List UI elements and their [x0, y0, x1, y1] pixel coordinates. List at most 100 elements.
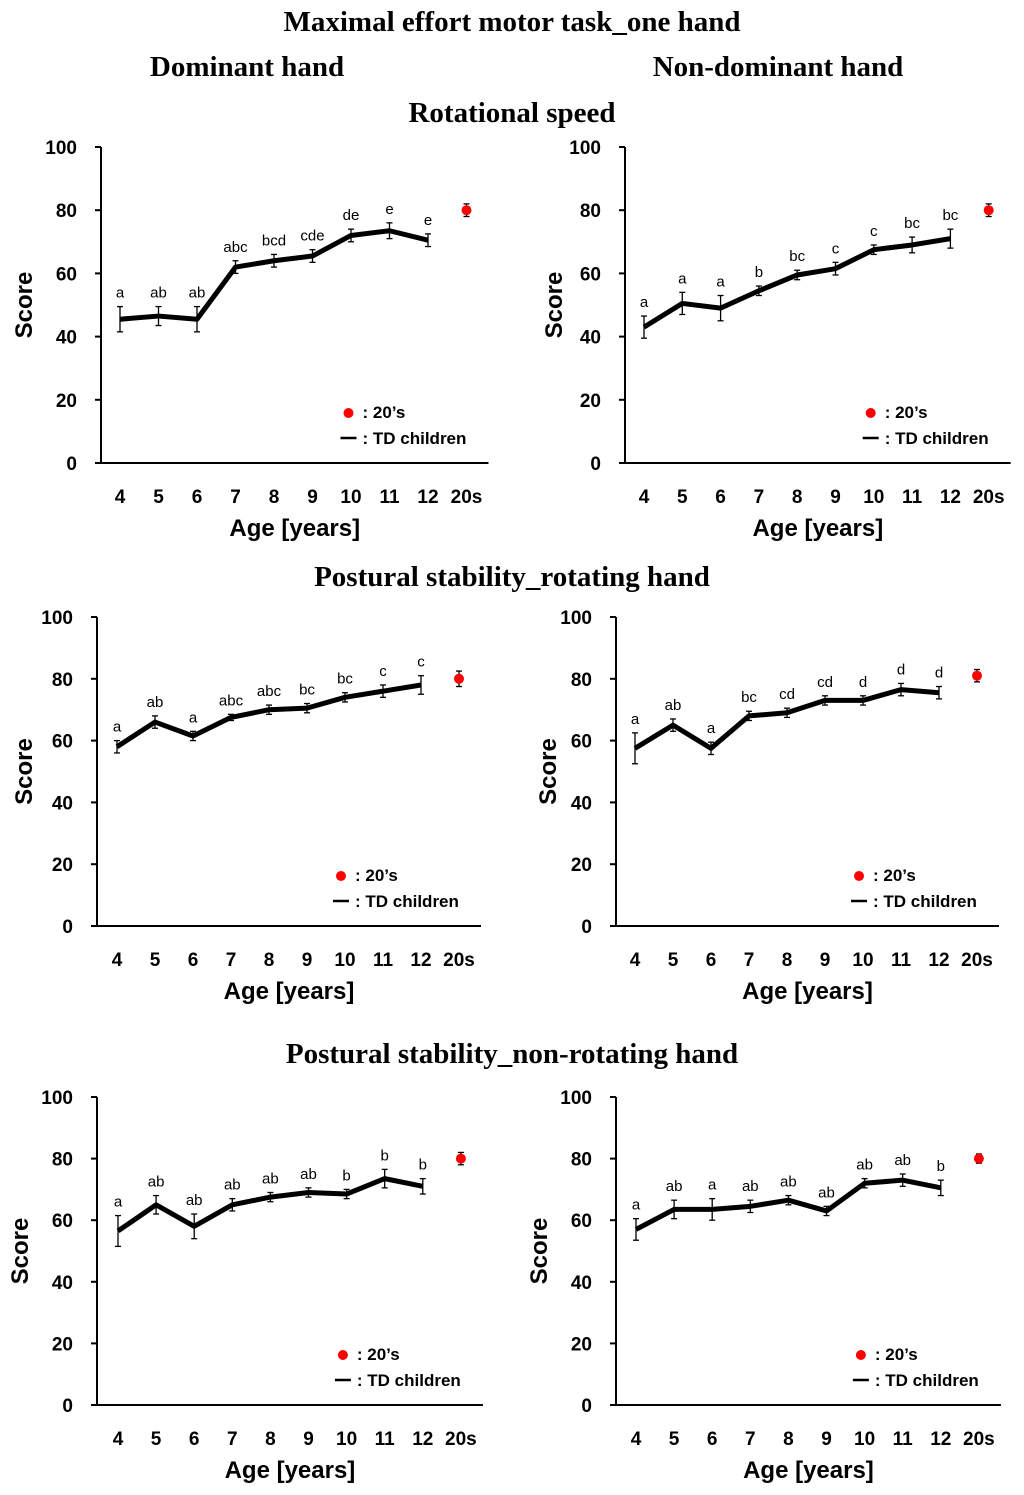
- y-tick-label: 80: [580, 201, 601, 222]
- y-tick-label: 60: [571, 732, 592, 753]
- y-tick-label: 0: [62, 1396, 73, 1417]
- significance-letter: cd: [779, 686, 795, 703]
- x-tick-label: 12: [410, 950, 431, 971]
- significance-letter: c: [379, 663, 387, 680]
- x-tick-label: 12: [940, 487, 961, 508]
- significance-letter: bc: [337, 671, 353, 688]
- x-axis-label: Age [years]: [224, 978, 355, 1005]
- x-tick-label: 20s: [445, 1429, 477, 1450]
- significance-letter: d: [859, 674, 867, 691]
- y-tick-label: 0: [590, 454, 601, 475]
- significance-letter: bc: [299, 682, 315, 699]
- y-tick-label: 60: [571, 1211, 592, 1232]
- x-tick-label: 9: [820, 950, 831, 971]
- chart-rot-dom: 0 20 40 60 80 100 4 5 6 7 8 9 10 11 12 20s Age [years] Sc…: [11, 138, 489, 542]
- significance-letter: ab: [147, 694, 164, 711]
- x-tick-label: 9: [302, 950, 313, 971]
- x-tick-label: 6: [707, 1429, 718, 1450]
- x-tick-label: 20s: [963, 1429, 995, 1450]
- y-tick-label: 40: [52, 1273, 73, 1294]
- error-bar: [155, 305, 162, 327]
- legend-label-20s: : 20’s: [355, 866, 398, 885]
- error-bar: [380, 684, 386, 698]
- y-tick-label: 20: [52, 855, 73, 876]
- x-tick-label: 10: [340, 487, 361, 508]
- x-tick-label: 20s: [961, 950, 993, 971]
- significance-letter: abc: [257, 683, 282, 700]
- error-bar: [309, 249, 316, 263]
- y-tick-label: 0: [581, 917, 592, 938]
- legend-label-20s: : 20’s: [885, 403, 928, 422]
- x-tick-label: 4: [112, 950, 123, 971]
- error-bar: [342, 692, 348, 703]
- error-bar: [898, 682, 904, 697]
- error-bar: [190, 730, 196, 742]
- y-tick-label: 80: [571, 670, 592, 691]
- significance-letter: bc: [741, 689, 757, 706]
- x-tick-label: 11: [893, 1429, 914, 1450]
- significance-letter: b: [937, 1158, 945, 1175]
- x-tick-label: 8: [269, 487, 280, 508]
- legend-label-td-children: : TD children: [357, 1371, 461, 1390]
- significance-letter: de: [343, 207, 360, 224]
- error-bar: [641, 315, 647, 339]
- error-bar: [381, 1168, 388, 1189]
- x-tick-label: 6: [706, 950, 717, 971]
- error-bar: [229, 1197, 236, 1212]
- significance-letter: a: [640, 294, 649, 311]
- significance-letter: ab: [742, 1178, 759, 1195]
- legend-label-20s: : 20’s: [875, 1345, 918, 1364]
- legend-marker-20s: [855, 1350, 866, 1360]
- legend-marker-20s: [854, 871, 864, 881]
- y-tick-label: 20: [56, 391, 77, 412]
- x-tick-label: 4: [113, 1429, 124, 1450]
- figure-title: Maximal effort motor task_one hand: [284, 6, 741, 38]
- y-tick-label: 60: [56, 264, 77, 285]
- x-tick-label: 5: [151, 1429, 162, 1450]
- error-bar: [823, 1205, 830, 1217]
- significance-letter: b: [381, 1147, 389, 1164]
- legend-label-20s: : 20’s: [357, 1345, 400, 1364]
- error-bar: [909, 236, 916, 254]
- error-bar: [784, 707, 790, 719]
- x-tick-label: 6: [715, 487, 726, 508]
- y-tick-label: 100: [41, 1088, 73, 1109]
- significance-letter: ab: [189, 285, 206, 302]
- x-tick-label: 4: [639, 487, 650, 508]
- y-tick-label: 100: [560, 608, 592, 629]
- y-axis-label: Score: [541, 272, 568, 339]
- y-tick-label: 0: [581, 1396, 592, 1417]
- x-tick-label: 11: [891, 950, 912, 971]
- x-tick-label: 7: [745, 1429, 756, 1450]
- y-tick-label: 80: [571, 1150, 592, 1171]
- legend-marker-20s: [337, 1350, 348, 1360]
- error-bar: [117, 305, 123, 333]
- adult-point-20s: [973, 1153, 984, 1164]
- x-axis-label: Age [years]: [225, 1457, 356, 1484]
- chart-pn-nondom: 0 20 40 60 80 100 4 5 6 7 8 9 10 11 12 20s Age [years] Sc…: [526, 1088, 1001, 1484]
- y-tick-label: 40: [52, 793, 73, 814]
- adult-point-20s: [972, 670, 982, 681]
- x-axis-label: Age [years]: [752, 515, 883, 542]
- y-tick-label: 60: [580, 264, 601, 285]
- error-bar: [348, 228, 354, 243]
- error-bar: [794, 269, 801, 281]
- significance-letter: bcd: [262, 232, 286, 249]
- x-tick-label: 4: [630, 950, 641, 971]
- y-axis-label: Score: [526, 1218, 553, 1285]
- x-tick-label: 8: [264, 950, 275, 971]
- y-tick-label: 40: [580, 328, 601, 349]
- x-tick-label: 6: [188, 950, 199, 971]
- x-tick-label: 7: [227, 1429, 238, 1450]
- error-bar: [305, 1187, 312, 1198]
- significance-letter: ab: [186, 1192, 203, 1209]
- x-tick-label: 7: [754, 487, 765, 508]
- y-tick-label: 20: [580, 391, 601, 412]
- x-tick-label: 8: [782, 950, 793, 971]
- error-bar: [191, 1213, 198, 1240]
- error-bar: [671, 1199, 678, 1220]
- error-bar: [746, 710, 752, 722]
- significance-letter: bc: [904, 215, 920, 232]
- x-tick-label: 8: [792, 487, 803, 508]
- column-title-dominant: Dominant hand: [150, 51, 344, 83]
